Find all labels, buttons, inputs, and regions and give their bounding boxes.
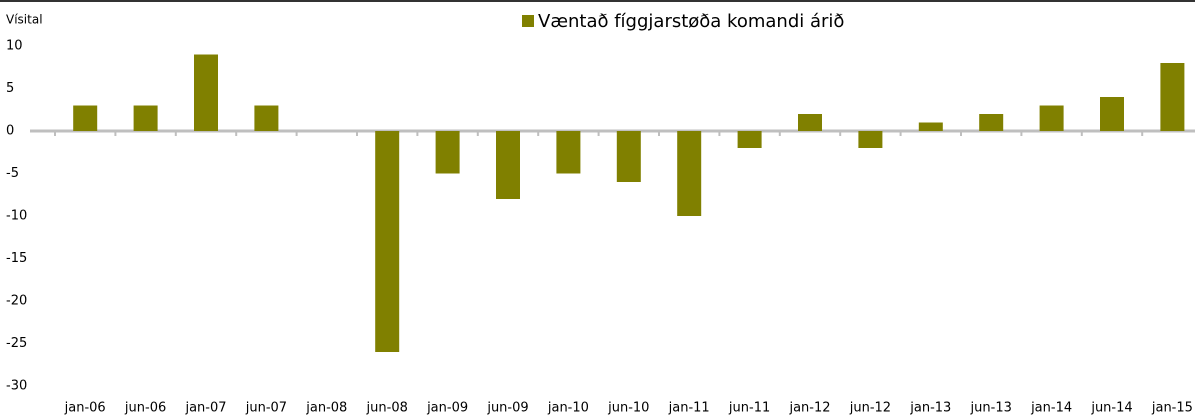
bar [979,114,1004,131]
legend-swatch [522,15,534,27]
bar [677,131,702,216]
x-tick-label: jan-09 [426,401,468,416]
x-tick-label: jun-11 [728,401,770,416]
x-tick-label: jun-07 [245,401,287,416]
y-tick-label: -15 [6,251,27,266]
x-tick-label: jan-11 [668,401,710,416]
x-tick-label: jun-13 [970,401,1012,416]
x-tick-label: jun-08 [366,401,408,416]
bar [616,131,641,182]
x-tick-label: jan-12 [788,401,830,416]
bar [1039,105,1064,131]
x-tick-label: jun-10 [607,401,649,416]
bar [73,105,98,131]
bar [1160,63,1185,131]
bar [858,131,883,148]
bar [133,105,158,131]
x-tick-label: jan-08 [305,401,347,416]
bar [254,105,279,131]
x-tick-label: jan-07 [184,401,226,416]
x-tick-label: jan-10 [547,401,589,416]
y-tick-label: 0 [6,124,14,139]
x-tick-label: jan-15 [1151,401,1193,416]
bar [496,131,520,199]
y-tick-label: -10 [6,209,27,224]
y-tick-label: -20 [6,294,27,309]
x-tick-label: jun-14 [1090,401,1132,416]
x-tick-label: jun-06 [124,401,166,416]
x-tick-label: jan-14 [1030,401,1072,416]
y-axis-label: Vísital [6,13,43,27]
bar [918,122,943,131]
y-tick-label: 10 [6,39,23,54]
y-tick-label: 5 [6,81,14,96]
x-tick-label: jan-06 [64,401,106,416]
legend-label: Væntað fíggjarstøða komandi árið [538,11,844,32]
bar [1100,97,1124,131]
x-tick-label: jun-12 [849,401,891,416]
bar [798,114,822,131]
y-tick-label: -5 [6,166,19,181]
bar [435,131,460,174]
bar [194,54,218,131]
y-tick-label: -25 [6,336,27,351]
bar [375,131,400,352]
y-tick-label: -30 [6,379,27,394]
x-tick-label: jan-13 [909,401,951,416]
bar [556,131,581,174]
x-tick-label: jun-09 [486,401,528,416]
bar [737,131,762,148]
